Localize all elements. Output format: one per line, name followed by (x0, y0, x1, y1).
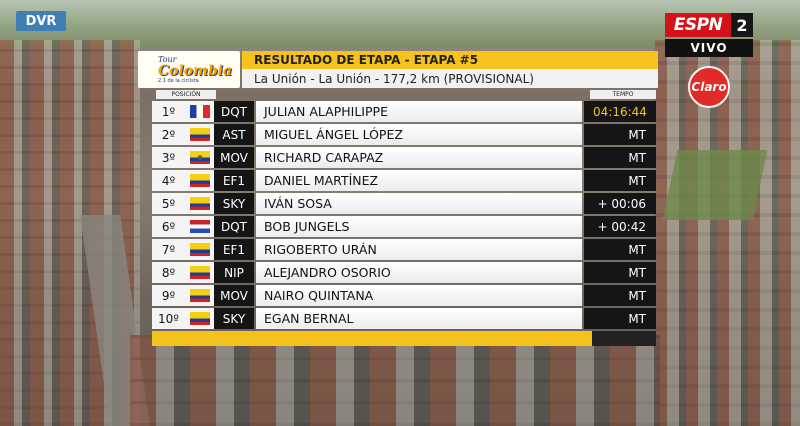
result-row: 1º DQT JULIAN ALAPHILIPPE 04:16:44 (152, 100, 656, 123)
time-cell: MT (584, 170, 656, 191)
time-cell: MT (584, 308, 656, 329)
results-title: RESULTADO DE ETAPA - ETAPA #5 (242, 51, 658, 69)
flag-cell (185, 285, 214, 306)
time-cell: MT (584, 124, 656, 145)
team-cell: DQT (214, 216, 254, 237)
rider-name: MIGUEL ÁNGEL LÓPEZ (256, 124, 582, 145)
espn-logo: ESPN 2 (665, 13, 753, 37)
rank-cell: 10º (152, 308, 185, 329)
flag-cell (185, 170, 214, 191)
team-cell: AST (214, 124, 254, 145)
flag-icon (189, 266, 210, 279)
rank-cell: 1º (152, 101, 185, 122)
flag-icon (189, 151, 210, 164)
time-column-header: TEMPO (590, 90, 656, 99)
sponsor-logo: Claro (688, 66, 730, 108)
live-badge: VIVO (665, 39, 753, 57)
results-table: 1º DQT JULIAN ALAPHILIPPE 04:16:44 2º AS… (152, 100, 656, 330)
flag-icon (189, 243, 210, 256)
stage-subtitle: La Unión - La Unión - 177,2 km (PROVISIO… (242, 69, 658, 88)
rider-name: IVÁN SOSA (256, 193, 582, 214)
background-roofs-bottom (130, 335, 660, 426)
team-cell: MOV (214, 147, 254, 168)
team-cell: EF1 (214, 170, 254, 191)
flag-icon (189, 312, 210, 325)
time-cell: + 00:42 (584, 216, 656, 237)
result-row: 7º EF1 RIGOBERTO URÁN MT (152, 238, 656, 261)
flag-icon (189, 220, 210, 233)
rank-cell: 9º (152, 285, 185, 306)
rank-cell: 3º (152, 147, 185, 168)
race-logo-line1: Tour (158, 55, 177, 64)
result-row: 6º DQT BOB JUNGELS + 00:42 (152, 215, 656, 238)
team-cell: DQT (214, 101, 254, 122)
team-cell: NIP (214, 262, 254, 283)
time-cell: MT (584, 285, 656, 306)
rider-name: JULIAN ALAPHILIPPE (256, 101, 582, 122)
rider-name: EGAN BERNAL (256, 308, 582, 329)
time-cell: MT (584, 262, 656, 283)
race-logo: Tour Colombia 2.1 de la ciclista (138, 51, 240, 88)
rank-cell: 7º (152, 239, 185, 260)
column-headers: POSICIÓN TEMPO (152, 90, 656, 99)
result-row: 5º SKY IVÁN SOSA + 00:06 (152, 192, 656, 215)
flag-cell (185, 124, 214, 145)
race-logo-line3: 2.1 de la ciclista (158, 78, 199, 84)
flag-cell (185, 101, 214, 122)
flag-icon (189, 105, 210, 118)
time-cell: MT (584, 239, 656, 260)
result-row: 8º NIP ALEJANDRO OSORIO MT (152, 261, 656, 284)
result-row: 9º MOV NAIRO QUINTANA MT (152, 284, 656, 307)
team-cell: SKY (214, 193, 254, 214)
time-cell: MT (584, 147, 656, 168)
background-field (662, 150, 768, 220)
flag-cell (185, 239, 214, 260)
race-logo-line2: Colombia (158, 63, 233, 79)
rank-cell: 4º (152, 170, 185, 191)
rider-name: ALEJANDRO OSORIO (256, 262, 582, 283)
team-cell: MOV (214, 285, 254, 306)
rider-name: NAIRO QUINTANA (256, 285, 582, 306)
time-cell: + 00:06 (584, 193, 656, 214)
results-header: Tour Colombia 2.1 de la ciclista RESULTA… (138, 51, 658, 88)
flag-cell (185, 308, 214, 329)
flag-icon (189, 197, 210, 210)
dvr-badge: DVR (16, 11, 66, 31)
rider-name: RICHARD CARAPAZ (256, 147, 582, 168)
rank-cell: 8º (152, 262, 185, 283)
rank-cell: 5º (152, 193, 185, 214)
background-roofs-right (655, 40, 800, 426)
rider-name: BOB JUNGELS (256, 216, 582, 237)
flag-cell (185, 262, 214, 283)
result-row: 2º AST MIGUEL ÁNGEL LÓPEZ MT (152, 123, 656, 146)
team-cell: EF1 (214, 239, 254, 260)
flag-cell (185, 216, 214, 237)
time-cell: 04:16:44 (584, 101, 656, 122)
rider-name: DANIEL MARTÍNEZ (256, 170, 582, 191)
results-footer-bar (152, 331, 656, 346)
result-row: 10º SKY EGAN BERNAL MT (152, 307, 656, 330)
rank-cell: 2º (152, 124, 185, 145)
result-row: 4º EF1 DANIEL MARTÍNEZ MT (152, 169, 656, 192)
team-cell: SKY (214, 308, 254, 329)
rank-cell: 6º (152, 216, 185, 237)
result-row: 3º MOV RICHARD CARAPAZ MT (152, 146, 656, 169)
channel-number: 2 (731, 13, 753, 37)
network-bug: ESPN 2 VIVO (665, 13, 753, 58)
flag-cell (185, 193, 214, 214)
footer-dark-strip (592, 331, 656, 346)
flag-cell (185, 147, 214, 168)
flag-icon (189, 174, 210, 187)
position-column-header: POSICIÓN (156, 90, 216, 99)
footer-gold-strip (152, 331, 592, 346)
flag-icon (189, 289, 210, 302)
rider-name: RIGOBERTO URÁN (256, 239, 582, 260)
flag-icon (189, 128, 210, 141)
espn-logo-text: ESPN (665, 13, 731, 37)
